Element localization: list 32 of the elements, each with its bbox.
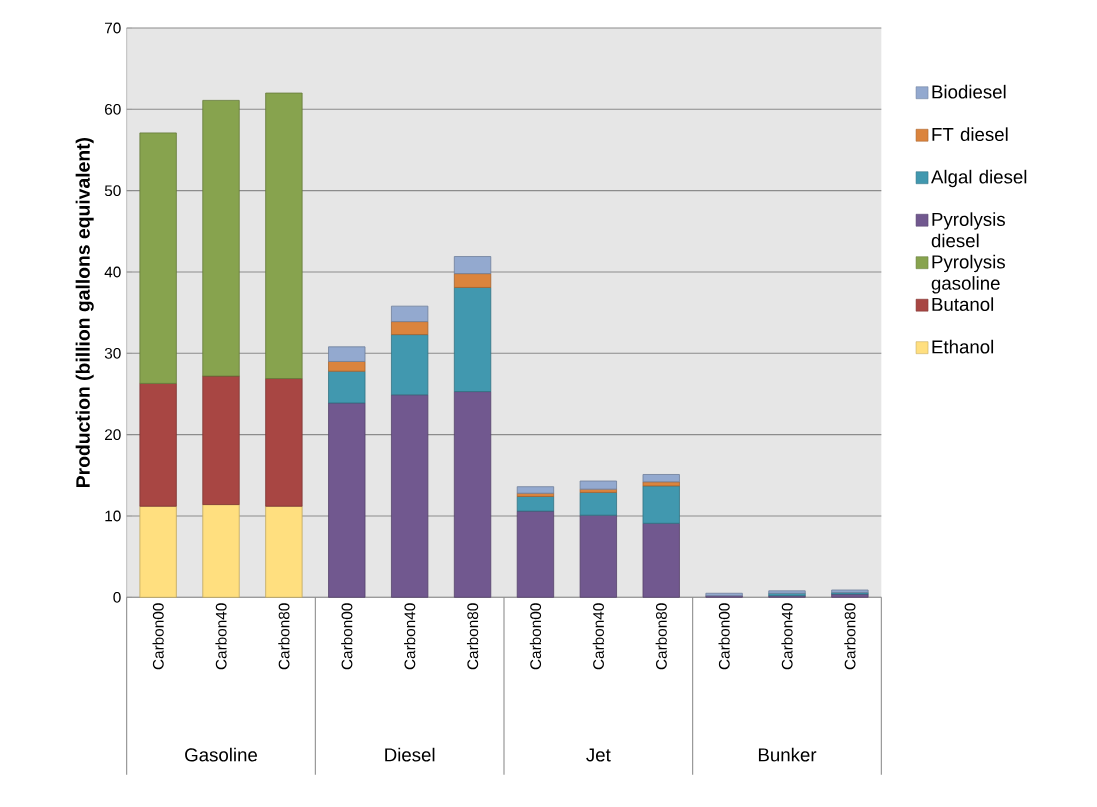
legend-label: Pyrolysis diesel	[931, 212, 1005, 248]
text: Diesel	[385, 747, 435, 762]
legend-label: Biodiesel	[932, 84, 1006, 99]
x-tick-label: Carbon40	[781, 603, 793, 670]
x-tick-label: Carbon80	[844, 603, 856, 670]
x-tick-label: Carbon80	[466, 603, 479, 670]
y-tick-label: 60	[105, 103, 121, 115]
text: Jet	[586, 748, 611, 762]
y-tick-label: 70	[105, 22, 121, 34]
x-tick-label: Carbon00	[152, 603, 164, 670]
legend-label: Algal diesel	[931, 169, 1027, 188]
legend-label: FT diesel	[932, 127, 1008, 142]
legend-label: Ethanol	[932, 339, 994, 354]
x-tick-label: Carbon40	[404, 603, 416, 670]
x-tick-label: Carbon80	[278, 603, 290, 670]
x-tick-label: Carbon00	[341, 603, 353, 670]
x-tick-label: Carbon40	[215, 603, 227, 670]
y-tick-label: 40	[104, 266, 121, 278]
y-tick-label: 10	[105, 510, 121, 522]
x-tick-label: Carbon40	[592, 603, 604, 670]
x-tick-label: Carbon00	[718, 603, 730, 670]
y-tick-label: 50	[104, 185, 121, 197]
y-tick-label: 20	[105, 429, 121, 441]
legend-label: Pyrolysis gasoline	[931, 254, 1005, 294]
text: Gasoline	[185, 747, 257, 762]
legend-label: Butanol	[932, 297, 994, 312]
x-tick-label: Carbon00	[529, 603, 542, 670]
y-axis-title: Production (billion gallons equivalent)	[75, 137, 94, 487]
y-tick-label: 0	[113, 591, 121, 603]
y-tick-label: 30	[104, 347, 121, 359]
x-tick-label: Carbon80	[655, 603, 667, 670]
text: Bunker	[758, 747, 817, 762]
